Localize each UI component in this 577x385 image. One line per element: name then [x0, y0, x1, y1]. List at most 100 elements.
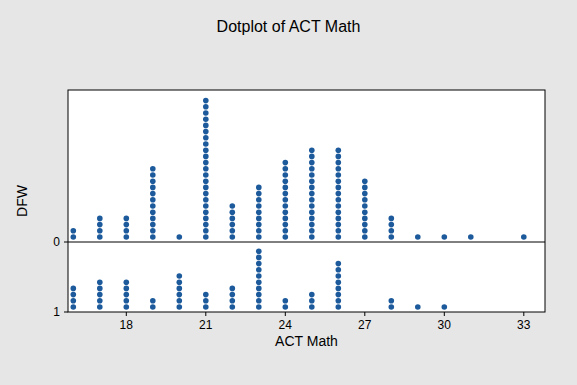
dot	[97, 304, 103, 310]
dot	[442, 234, 448, 240]
dot	[203, 292, 209, 298]
dot	[177, 234, 183, 240]
dot-stack	[389, 216, 395, 240]
dot	[177, 292, 183, 298]
panel-tick	[64, 242, 68, 243]
dot	[283, 185, 289, 191]
x-tick	[285, 312, 286, 316]
dot	[256, 222, 262, 228]
dot	[71, 298, 77, 304]
dot	[256, 298, 262, 304]
dot	[150, 166, 156, 172]
dot	[309, 234, 315, 240]
dot	[336, 228, 342, 234]
dot	[362, 222, 368, 228]
dot	[256, 261, 262, 267]
dot	[256, 191, 262, 197]
dot-stack	[97, 279, 103, 309]
dot	[177, 304, 183, 310]
dot	[309, 228, 315, 234]
dot	[336, 191, 342, 197]
dot	[124, 279, 130, 285]
dot-stack	[415, 304, 421, 310]
panel-tick	[64, 312, 68, 313]
dot	[389, 304, 395, 310]
dot	[97, 216, 103, 222]
dot-stack	[389, 298, 395, 310]
dot	[283, 298, 289, 304]
dot	[389, 222, 395, 228]
dot	[309, 304, 315, 310]
dot	[124, 234, 130, 240]
dot	[336, 147, 342, 153]
dot	[203, 222, 209, 228]
dot	[283, 222, 289, 228]
dot	[309, 147, 315, 153]
dot	[203, 209, 209, 215]
dot	[97, 279, 103, 285]
dot	[230, 216, 236, 222]
dot	[283, 209, 289, 215]
dot	[230, 222, 236, 228]
dot	[309, 166, 315, 172]
x-axis-label: ACT Math	[275, 333, 338, 349]
chart-svg: Dotplot of ACT Math182124273033ACT MathD…	[0, 0, 577, 385]
dot-stack	[442, 234, 448, 240]
dot	[362, 191, 368, 197]
dot	[283, 197, 289, 203]
dot	[336, 185, 342, 191]
plot-frame	[68, 90, 545, 312]
dot-stack	[124, 279, 130, 309]
dot	[256, 197, 262, 203]
dot-stack	[468, 234, 474, 240]
x-tick	[523, 312, 524, 316]
x-tick-label: 27	[358, 318, 372, 332]
dot	[203, 116, 209, 122]
dot	[124, 292, 130, 298]
dot	[203, 304, 209, 310]
dot	[230, 304, 236, 310]
dot	[203, 172, 209, 178]
dot	[283, 166, 289, 172]
dot	[203, 197, 209, 203]
dot	[150, 222, 156, 228]
dot	[336, 298, 342, 304]
dot	[124, 286, 130, 292]
dot	[336, 292, 342, 298]
dot-stack	[203, 292, 209, 310]
dot	[389, 234, 395, 240]
dot	[150, 209, 156, 215]
y-axis-label: DFW	[14, 184, 30, 217]
dot	[362, 197, 368, 203]
dot	[203, 98, 209, 104]
dot	[71, 292, 77, 298]
dot	[336, 216, 342, 222]
dot	[97, 298, 103, 304]
dot-stack	[71, 286, 77, 310]
dot	[336, 267, 342, 273]
dot	[150, 298, 156, 304]
dot	[203, 104, 209, 110]
dot	[336, 197, 342, 203]
dot	[150, 234, 156, 240]
background	[0, 0, 577, 385]
dot	[309, 292, 315, 298]
dot	[203, 166, 209, 172]
dot	[203, 129, 209, 135]
dot	[256, 304, 262, 310]
dot	[309, 203, 315, 209]
dot	[309, 160, 315, 166]
dot-stack	[283, 298, 289, 310]
dot	[124, 222, 130, 228]
dot	[256, 209, 262, 215]
dot	[124, 216, 130, 222]
dot	[309, 298, 315, 304]
x-tick-label: 21	[199, 318, 213, 332]
dot	[389, 216, 395, 222]
dot	[309, 216, 315, 222]
dot	[97, 222, 103, 228]
dot	[362, 216, 368, 222]
dot	[124, 304, 130, 310]
dot	[256, 203, 262, 209]
dot	[203, 135, 209, 141]
